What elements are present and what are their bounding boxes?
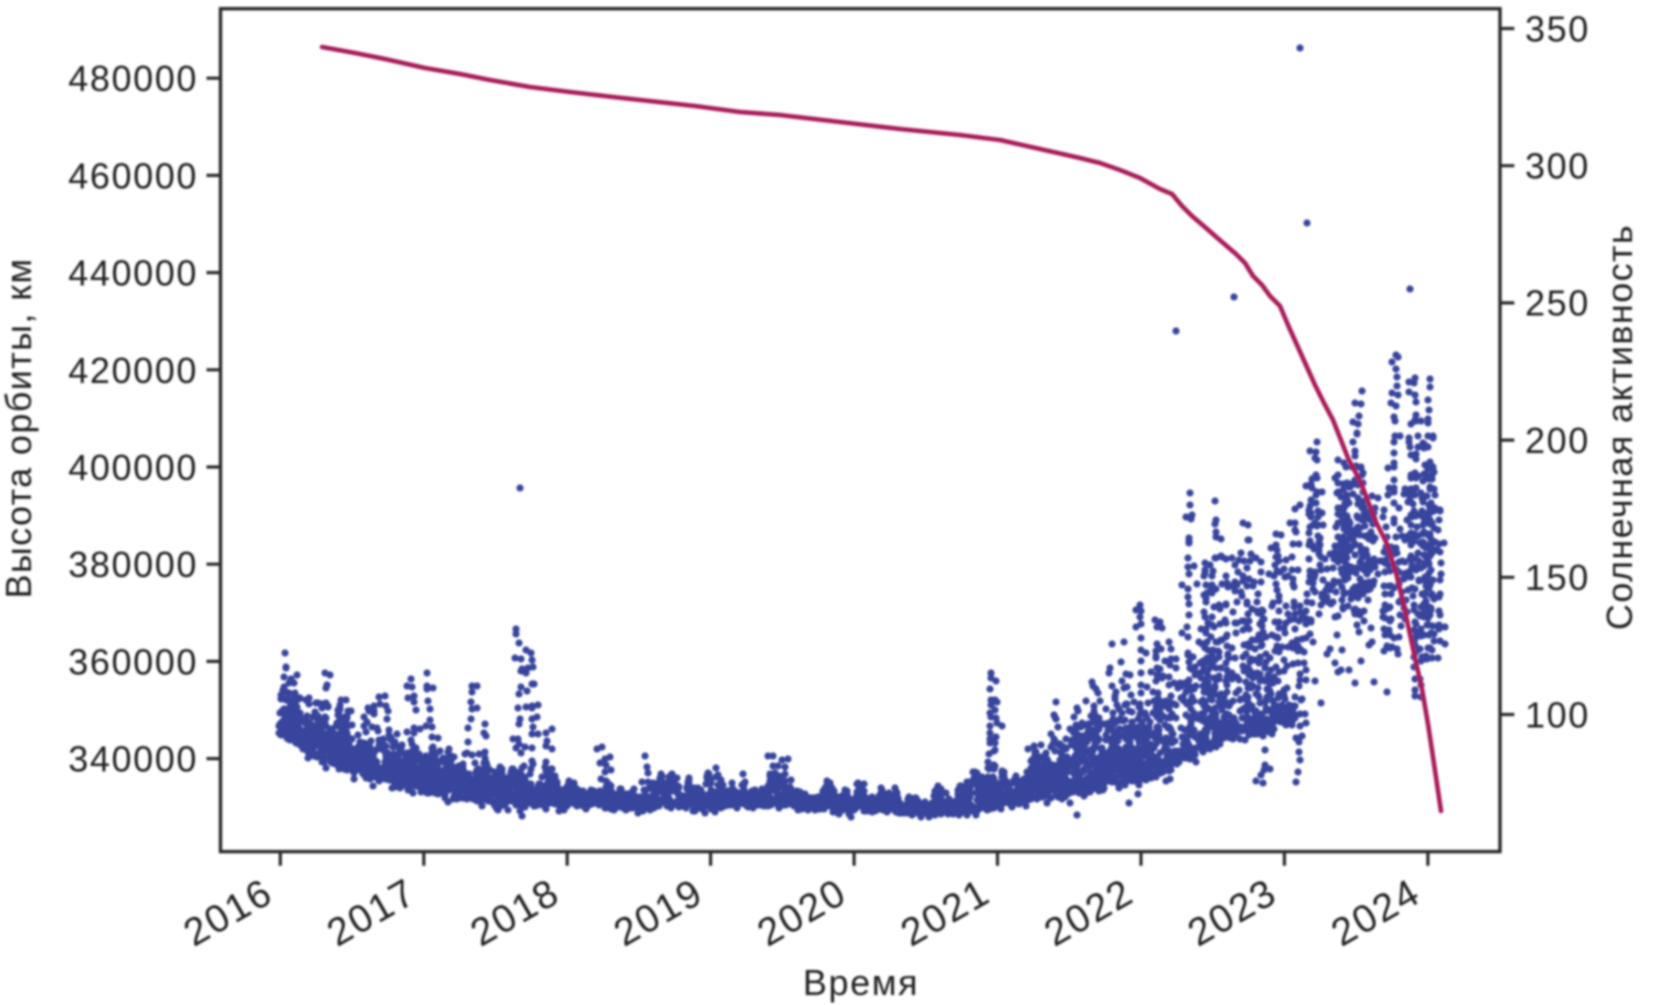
svg-text:150: 150 bbox=[1525, 557, 1590, 598]
svg-text:Высота орбиты, км: Высота орбиты, км bbox=[0, 257, 39, 598]
svg-text:360000: 360000 bbox=[68, 641, 198, 682]
svg-text:340000: 340000 bbox=[68, 739, 198, 780]
svg-text:460000: 460000 bbox=[68, 155, 198, 196]
svg-text:Солнечная активность: Солнечная активность bbox=[1599, 224, 1640, 630]
svg-text:200: 200 bbox=[1525, 420, 1590, 461]
svg-text:100: 100 bbox=[1525, 694, 1590, 735]
svg-text:400000: 400000 bbox=[68, 447, 198, 488]
svg-text:250: 250 bbox=[1525, 283, 1590, 324]
svg-text:350: 350 bbox=[1525, 8, 1590, 49]
svg-text:Время: Время bbox=[803, 962, 919, 1003]
svg-text:440000: 440000 bbox=[68, 253, 198, 294]
svg-text:300: 300 bbox=[1525, 146, 1590, 187]
svg-text:380000: 380000 bbox=[68, 544, 198, 585]
svg-text:420000: 420000 bbox=[68, 350, 198, 391]
svg-text:480000: 480000 bbox=[68, 58, 198, 99]
